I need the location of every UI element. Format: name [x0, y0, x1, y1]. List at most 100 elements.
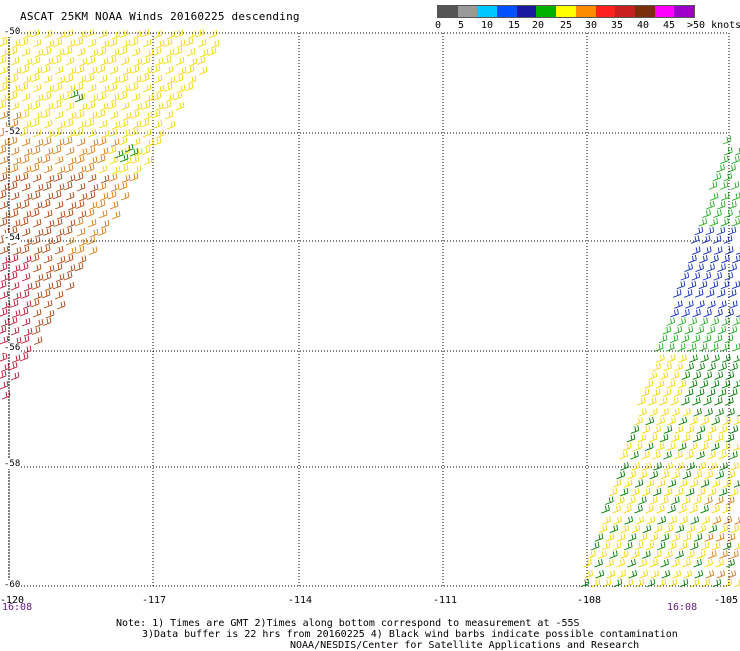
- wind-barb: [31, 281, 41, 290]
- wind-barb: [731, 155, 740, 165]
- wind-barb: [725, 433, 735, 443]
- wind-barb: [704, 496, 713, 505]
- wind-barb: [642, 524, 652, 534]
- wind-barb: [96, 109, 106, 119]
- wind-barb: [660, 558, 669, 568]
- wind-barb: [55, 93, 65, 102]
- wind-barb: [706, 263, 715, 272]
- wind-barb: [696, 451, 705, 460]
- wind-barb: [66, 84, 76, 93]
- wind-barb: [111, 210, 121, 220]
- wind-barb: [0, 48, 10, 57]
- wind-barb: [74, 93, 84, 103]
- wind-barb: [612, 541, 622, 551]
- wind-barb: [717, 388, 727, 398]
- wind-barb: [164, 110, 174, 120]
- wind-barb: [609, 524, 619, 534]
- wind-barb: [712, 172, 722, 182]
- wind-barb: [661, 570, 671, 579]
- wind-barb: [99, 102, 109, 111]
- wind-barb: [722, 354, 731, 363]
- wind-barb: [132, 30, 142, 39]
- wind-barb: [43, 119, 53, 129]
- wind-barb: [23, 102, 33, 112]
- wind-barb: [723, 172, 733, 182]
- wind-barb: [716, 226, 726, 236]
- wind-barb: [685, 362, 694, 372]
- wind-barb: [65, 56, 75, 66]
- wind-barb: [627, 470, 637, 480]
- wind-barb: [675, 550, 684, 559]
- wind-barb: [53, 38, 63, 47]
- wind-barb: [119, 164, 129, 173]
- wind-barb: [725, 246, 734, 255]
- wind-barb: [20, 65, 30, 74]
- wind-barb: [63, 91, 73, 101]
- wind-barb: [701, 578, 711, 588]
- wind-barb: [142, 38, 152, 48]
- lat-tick-label: -60: [4, 580, 21, 590]
- wind-barb: [187, 30, 197, 39]
- wind-barb: [653, 524, 663, 534]
- wind-barb: [652, 362, 661, 372]
- wind-barb: [121, 129, 131, 138]
- legend-labels: 0 5 10 15 20 25 30 35 40 45 >50 knots: [435, 18, 740, 32]
- wind-barb: [76, 137, 86, 147]
- wind-barb: [20, 245, 30, 254]
- wind-barb: [714, 371, 724, 380]
- wind-barb: [699, 379, 709, 389]
- wind-barb: [682, 408, 691, 417]
- wind-barb: [77, 210, 87, 219]
- wind-barb: [45, 174, 55, 184]
- wind-barb: [143, 66, 153, 75]
- wind-barb: [44, 147, 54, 156]
- wind-barb: [42, 92, 52, 101]
- wind-barb: [701, 235, 711, 244]
- wind-barb: [638, 408, 647, 417]
- wind-barb: [656, 504, 665, 514]
- wind-barb: [152, 137, 162, 146]
- wind-barb: [716, 164, 725, 173]
- wind-barb: [8, 271, 18, 281]
- wind-barb: [731, 192, 740, 201]
- wind-barb: [44, 282, 54, 291]
- wind-barb: [732, 442, 740, 451]
- wind-barb: [674, 362, 683, 372]
- wind-barb: [87, 83, 97, 93]
- wind-barb: [100, 84, 110, 94]
- wind-barb: [107, 100, 117, 110]
- wind-barb: [689, 354, 698, 363]
- wind-barb: [694, 226, 704, 236]
- wind-barb: [0, 370, 7, 379]
- wind-barb: [110, 138, 120, 147]
- wind-barb: [118, 46, 128, 56]
- wind-barb: [690, 516, 700, 525]
- wind-barb: [623, 541, 633, 551]
- wind-barb: [65, 101, 75, 111]
- wind-barb: [638, 533, 648, 542]
- wind-barb: [658, 334, 668, 344]
- wind-barb: [645, 479, 655, 488]
- wind-barb: [698, 218, 708, 227]
- wind-barb: [33, 291, 43, 300]
- wind-barb: [41, 199, 51, 209]
- wind-barb: [712, 516, 722, 525]
- wind-barb: [155, 84, 165, 94]
- wind-barb: [9, 164, 19, 173]
- wind-barb: [726, 408, 735, 417]
- wind-barb: [605, 533, 615, 542]
- wind-barb: [674, 487, 684, 497]
- wind-barb: [154, 102, 164, 111]
- wind-speed-legend: 0 5 10 15 20 25 30 35 40 45 >50 knots: [435, 5, 740, 32]
- wind-barb: [703, 246, 712, 255]
- wind-barb: [718, 425, 728, 434]
- wind-barb: [89, 228, 99, 238]
- wind-barb: [699, 254, 708, 264]
- wind-barb: [694, 570, 704, 579]
- wind-barb: [620, 524, 630, 534]
- wind-barb: [111, 30, 121, 40]
- wind-barb: [692, 433, 702, 443]
- wind-barb: [207, 47, 217, 56]
- wind-barb: [718, 487, 728, 497]
- wind-barb: [725, 371, 735, 380]
